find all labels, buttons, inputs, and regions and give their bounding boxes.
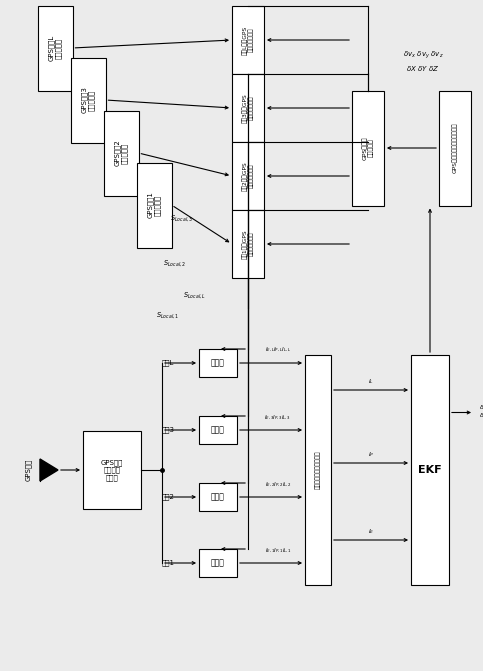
Text: $I_{E,1}I_{P,1}I_{L,1}$: $I_{E,1}I_{P,1}I_{L,1}$ [265, 547, 292, 555]
Bar [103, 111, 139, 195]
Bar [199, 416, 237, 444]
Bar [83, 431, 141, 509]
Text: GPS卫星3
位置、速度: GPS卫星3 位置、速度 [81, 87, 95, 113]
Bar [439, 91, 471, 205]
Bar [232, 210, 264, 278]
Text: $I_P$: $I_P$ [368, 450, 374, 459]
Text: 信号叠加（非相干积分）: 信号叠加（非相干积分） [315, 451, 321, 489]
Text: 通道1本地GPS
中频信号复现器: 通道1本地GPS 中频信号复现器 [242, 229, 254, 259]
Text: $I_{E,L}I_{P,L}I_{L,L}$: $I_{E,L}I_{P,L}I_{L,L}$ [265, 346, 291, 354]
Text: GPS卫星1
位置、速度: GPS卫星1 位置、速度 [147, 191, 161, 219]
Bar [199, 349, 237, 377]
Bar [232, 6, 264, 74]
Text: GPS接收机
位置、速度: GPS接收机 位置、速度 [362, 136, 374, 160]
Text: 相关器: 相关器 [211, 558, 225, 568]
Text: $I_E$: $I_E$ [368, 527, 374, 536]
Text: 通道3: 通道3 [161, 427, 174, 433]
Text: $\delta X\ \delta Y\ \delta Z$: $\delta X\ \delta Y\ \delta Z$ [406, 64, 440, 73]
Text: $I_L$: $I_L$ [368, 377, 374, 386]
Text: 通道2: 通道2 [161, 494, 174, 501]
Text: GPS卫星L
位置、速度: GPS卫星L 位置、速度 [48, 35, 62, 61]
Bar [137, 162, 171, 248]
Text: $I_{E,2}I_{P,2}I_{L,2}$: $I_{E,2}I_{P,2}I_{L,2}$ [265, 481, 291, 489]
Text: $\delta v_x\ \delta v_y\ \delta v_z$: $\delta v_x\ \delta v_y\ \delta v_z$ [403, 50, 443, 61]
Bar [199, 483, 237, 511]
Text: 通道L: 通道L [162, 360, 174, 366]
Text: $S_{Local,L}$: $S_{Local,L}$ [183, 290, 205, 300]
Text: 通道3本地GPS
中频信号复现器: 通道3本地GPS 中频信号复现器 [242, 93, 254, 123]
Bar [232, 142, 264, 210]
Text: $\delta X\ \delta Y\ \delta Z$
$\delta v_x\ \delta v_y\ \delta v_z$: $\delta X\ \delta Y\ \delta Z$ $\delta v… [479, 403, 483, 422]
Polygon shape [40, 459, 58, 481]
Text: $S_{Local,2}$: $S_{Local,2}$ [163, 258, 186, 268]
Text: GPS卫星2
位置、速度: GPS卫星2 位置、速度 [114, 140, 128, 166]
Text: GPS中频
信号数字
采样器: GPS中频 信号数字 采样器 [101, 459, 123, 481]
Text: 通道L本地GPS
中频信号复现器: 通道L本地GPS 中频信号复现器 [242, 25, 254, 54]
Text: 通道2本地GPS
中频信号复现器: 通道2本地GPS 中频信号复现器 [242, 161, 254, 191]
Bar [232, 74, 264, 142]
Bar [411, 355, 449, 585]
Bar [199, 549, 237, 577]
Bar [352, 91, 384, 205]
Text: $S_{Local,3}$: $S_{Local,3}$ [170, 213, 194, 223]
Text: 相关器: 相关器 [211, 493, 225, 501]
Bar [38, 5, 72, 91]
Text: 相关器: 相关器 [211, 425, 225, 435]
Text: GPS接收机位置、速度修正值: GPS接收机位置、速度修正值 [452, 123, 458, 173]
Text: EKF: EKF [418, 465, 442, 475]
Text: 通道1: 通道1 [161, 560, 174, 566]
Bar [71, 58, 105, 142]
Bar [305, 355, 331, 585]
Text: GPS天线: GPS天线 [25, 459, 31, 481]
Text: $I_{E,3}I_{P,3}I_{L,3}$: $I_{E,3}I_{P,3}I_{L,3}$ [265, 414, 292, 422]
Text: 相关器: 相关器 [211, 358, 225, 368]
Text: $S_{Local,1}$: $S_{Local,1}$ [156, 310, 180, 320]
